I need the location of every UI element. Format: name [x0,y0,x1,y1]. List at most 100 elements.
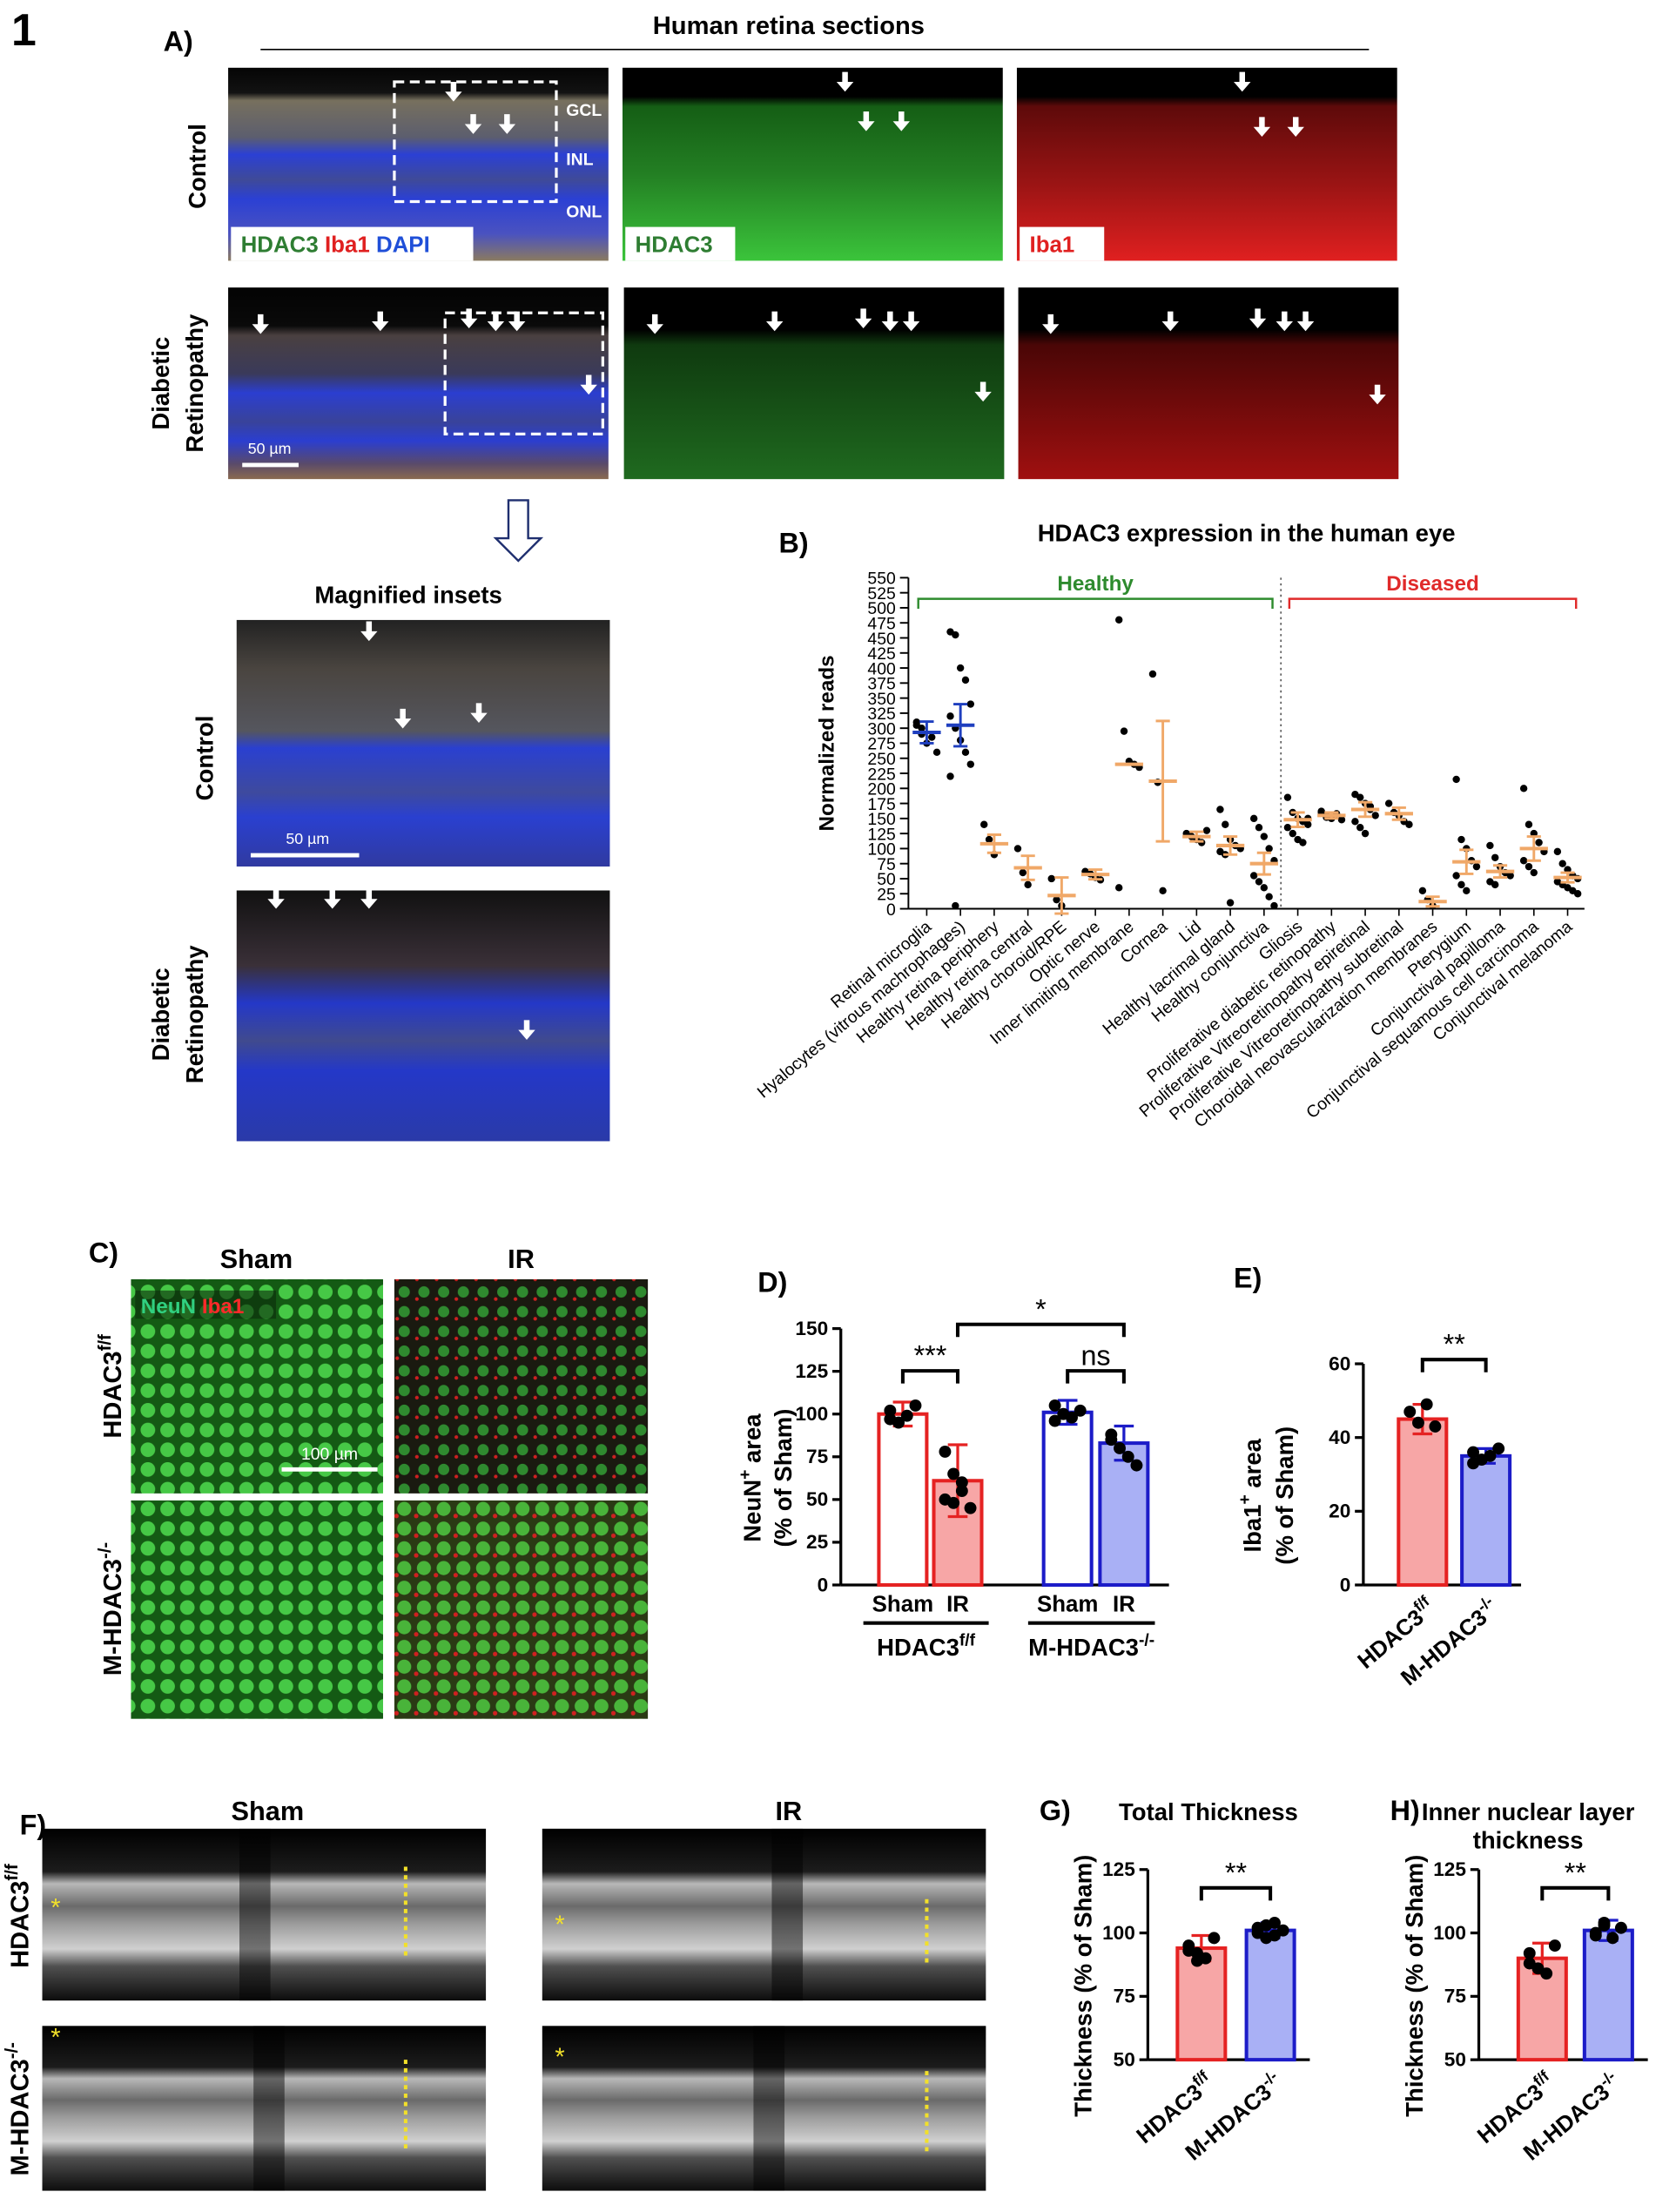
data-point [947,1496,960,1509]
data-point [1525,862,1533,871]
micrograph [1018,287,1399,480]
channel-label: HDAC3 [636,233,713,258]
down-arrow [493,499,544,563]
row-label-part: M-HDAC3 [99,1559,127,1676]
row-label: Retinopathy [181,314,208,453]
arrow [487,311,505,332]
panel-label: H) [1390,1795,1420,1826]
error-bar [1526,835,1541,862]
data-point [1066,1411,1078,1424]
bar [1460,1453,1512,1588]
inset-box [443,311,604,436]
data-point [1519,857,1528,865]
data-point [1249,872,1258,880]
row-label-part: f/f [96,1334,115,1351]
y-axis-label: Thickness (% of Sham) [1401,1855,1428,2117]
data-point [1249,814,1258,823]
data-point [1105,1428,1118,1441]
arrow [267,888,285,909]
y-tick-label: 150 [867,810,896,829]
bar [1582,1928,1634,2062]
data-point [1452,775,1460,784]
error-bar [1324,811,1339,820]
data-point [1606,1932,1619,1945]
data-point [1260,1932,1273,1945]
data-point [1255,824,1263,832]
significance-bracket [955,1322,1126,1338]
data-point [1216,806,1224,813]
significance-bracket [1199,1885,1273,1901]
data-point [966,760,975,768]
micrograph [131,1500,384,1719]
y-tick-label: 125 [1102,1858,1135,1880]
y-axis-label: Normalized reads [816,655,839,831]
significance-label: ns [1080,1340,1110,1372]
row-label: M-HDAC3-/- [96,1542,127,1676]
significance-label: * [1035,1293,1047,1325]
data-point [1283,793,1292,801]
data-point [1457,835,1465,844]
panel-label: F) [20,1809,47,1840]
data-point [1484,1449,1497,1462]
y-tick-label: 100 [867,840,896,860]
scale-bar-label: 100 µm [301,1445,358,1464]
row-label-part: M-HDAC3 [6,2059,34,2175]
data-point [1159,887,1167,895]
y-tick-label: 50 [806,1488,828,1510]
stain: Iba1 [325,233,370,258]
optic-disc [239,1828,271,2001]
arrow [1042,314,1060,334]
data-point [1130,1459,1143,1472]
arrow [1276,311,1293,332]
y-axis-label-part: + [737,1470,755,1480]
stain-legend-box [231,226,474,261]
y-tick-label: 400 [867,659,896,678]
data-point [946,712,954,720]
data-point [1506,872,1514,880]
y-axis-label-part: + [1236,1494,1255,1504]
data-point [1048,1414,1061,1427]
marker: * [555,2044,564,2072]
arrow [1161,311,1179,332]
y-tick-label: 75 [1114,1986,1135,2007]
arrow [470,703,488,723]
data-point [1299,839,1307,846]
arrow [360,621,378,642]
row-label-part: -/- [3,2042,22,2059]
x-tick-label: Sham [872,1593,933,1617]
error-bar [1391,806,1406,821]
error-bar [1290,811,1305,828]
y-tick-label: 125 [867,825,895,844]
stain-legend-box [135,1290,277,1319]
data-point [1182,1944,1195,1957]
data-point [939,1445,952,1458]
scale-bar-label: 50 µm [286,830,329,847]
y-tick-label: 300 [867,719,896,738]
y-axis-label: NeuN+ area [737,1413,766,1542]
row-label-part: -/- [96,1542,115,1559]
data-point [1269,1916,1281,1929]
data-point [1530,868,1538,877]
chart-title: HDAC3 expression in the human eye [1038,519,1456,546]
y-tick-label: 50 [1114,2048,1135,2070]
arrow [836,71,854,92]
marker: * [50,1894,60,1922]
micrograph [623,287,1005,480]
y-axis-label: (% of Sham) [1271,1426,1298,1565]
oct-scan [42,1828,487,2001]
data-point [1412,1416,1424,1429]
y-tick-label: 0 [1340,1574,1351,1595]
data-point [1074,1404,1087,1417]
group-bracket [917,597,1274,609]
y-tick-label: 200 [867,780,896,799]
data-point [1523,1957,1536,1970]
data-point [1276,1924,1289,1937]
arrow [252,314,269,334]
chart-title: Total Thickness [1119,1798,1298,1825]
data-point [1452,872,1460,880]
data-point [1467,1457,1480,1470]
arrow [460,308,478,329]
data-point [1486,841,1494,850]
row-label-part: HDAC3 [6,1881,34,1968]
data-point [1289,829,1296,838]
